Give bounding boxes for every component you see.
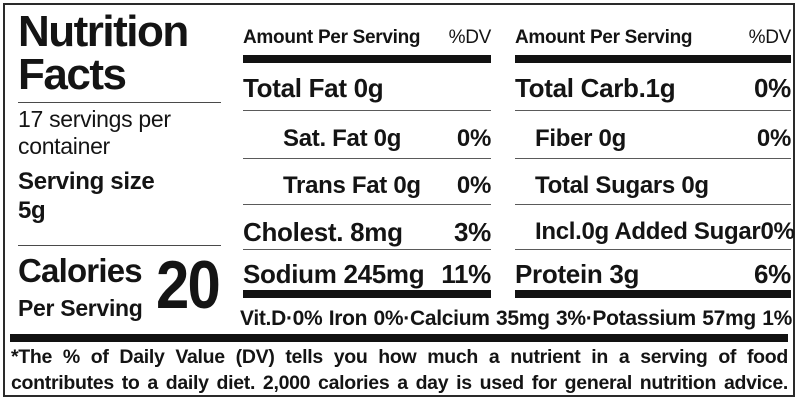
serving-size: Serving size 5g (18, 167, 155, 225)
divider (243, 158, 491, 159)
divider (515, 158, 791, 159)
nutrient-dv: 11% (441, 259, 491, 289)
percent-dv-label: %DV (448, 27, 492, 48)
nutrient-column-carbs: Amount Per Serving %DV Total Carb.1g 0% … (515, 5, 795, 395)
nutrient-dv: 0% (756, 125, 791, 152)
row-added-sugar: Incl.0g Added Sugar 0% (515, 217, 795, 247)
row-total-carb: Total Carb.1g 0% (515, 73, 791, 103)
thick-rule (515, 290, 791, 298)
row-fiber: Fiber 0g 0% (515, 124, 791, 154)
nutrition-facts-label: Nutrition Facts 17 servings per containe… (3, 3, 795, 397)
calories-label: Calories (18, 252, 143, 289)
divider (18, 245, 221, 246)
nutrient-name: Sodium 245mg (243, 259, 425, 289)
servings-line-2: container (18, 133, 110, 159)
nutrient-dv: 0% (754, 73, 791, 103)
nutrient-name: Total Fat 0g (243, 73, 384, 103)
footnote-line-2: contributes to a daily diet. 2,000 calor… (11, 372, 788, 394)
nutrient-dv: 0% (456, 125, 491, 152)
micronutrients-line: Vit.D·0% Iron 0%·Calcium 35mg 3%·Potassi… (240, 307, 792, 330)
dv-footnote: *The % of Daily Value (DV) tells you how… (11, 344, 788, 396)
amount-per-serving-label: Amount Per Serving (243, 27, 421, 48)
serving-size-label: Serving size (18, 168, 155, 195)
thick-rule (515, 55, 791, 63)
nutrient-name: Sat. Fat 0g (283, 125, 402, 152)
summary-column: Nutrition Facts 17 servings per containe… (18, 5, 223, 395)
column-header: Amount Per Serving %DV (515, 27, 791, 49)
thick-rule (243, 55, 491, 63)
percent-dv-label: %DV (748, 27, 792, 48)
calories-sublabel: Per Serving (18, 295, 143, 321)
row-cholesterol: Cholest. 8mg 3% (243, 217, 491, 247)
thick-rule (243, 290, 491, 298)
row-trans-fat: Trans Fat 0g 0% (243, 171, 491, 201)
nutrient-dv: 0% (760, 218, 795, 245)
nutrient-dv: 3% (454, 217, 491, 247)
nutrient-column-fats: Amount Per Serving %DV Total Fat 0g Sat.… (243, 5, 491, 395)
title-line-2: Facts (18, 50, 127, 99)
nutrient-name: Fiber 0g (535, 125, 626, 152)
row-sat-fat: Sat. Fat 0g 0% (243, 124, 491, 154)
thick-rule-bottom (10, 334, 788, 342)
nutrient-name: Total Sugars 0g (535, 172, 709, 199)
nutrient-name: Total Carb.1g (515, 73, 676, 103)
row-total-sugars: Total Sugars 0g (515, 171, 791, 201)
divider (243, 204, 491, 205)
label-title: Nutrition Facts (18, 7, 189, 99)
nutrient-name: Incl.0g Added Sugar (535, 218, 761, 245)
column-header: Amount Per Serving %DV (243, 27, 491, 49)
divider (243, 110, 491, 111)
divider (515, 110, 791, 111)
divider (243, 249, 491, 250)
amount-per-serving-label: Amount Per Serving (515, 27, 693, 48)
nutrient-dv: 6% (754, 259, 791, 289)
divider (515, 249, 791, 250)
title-line-1: Nutrition (18, 7, 189, 56)
row-total-fat: Total Fat 0g (243, 73, 491, 103)
divider (18, 102, 221, 103)
nutrient-name: Protein 3g (515, 259, 640, 289)
nutrient-name: Cholest. 8mg (243, 217, 403, 247)
servings-line-1: 17 servings per (18, 106, 171, 132)
row-protein: Protein 3g 6% (515, 259, 791, 289)
nutrient-dv: 0% (456, 172, 491, 199)
footnote-line-1: *The % of Daily Value (DV) tells you how… (11, 346, 788, 368)
row-sodium: Sodium 245mg 11% (243, 259, 491, 289)
serving-size-value: 5g (18, 197, 46, 224)
divider (515, 204, 791, 205)
servings-per-container: 17 servings per container (18, 106, 171, 160)
calories-value: 20 (156, 247, 221, 323)
nutrient-name: Trans Fat 0g (283, 172, 421, 199)
